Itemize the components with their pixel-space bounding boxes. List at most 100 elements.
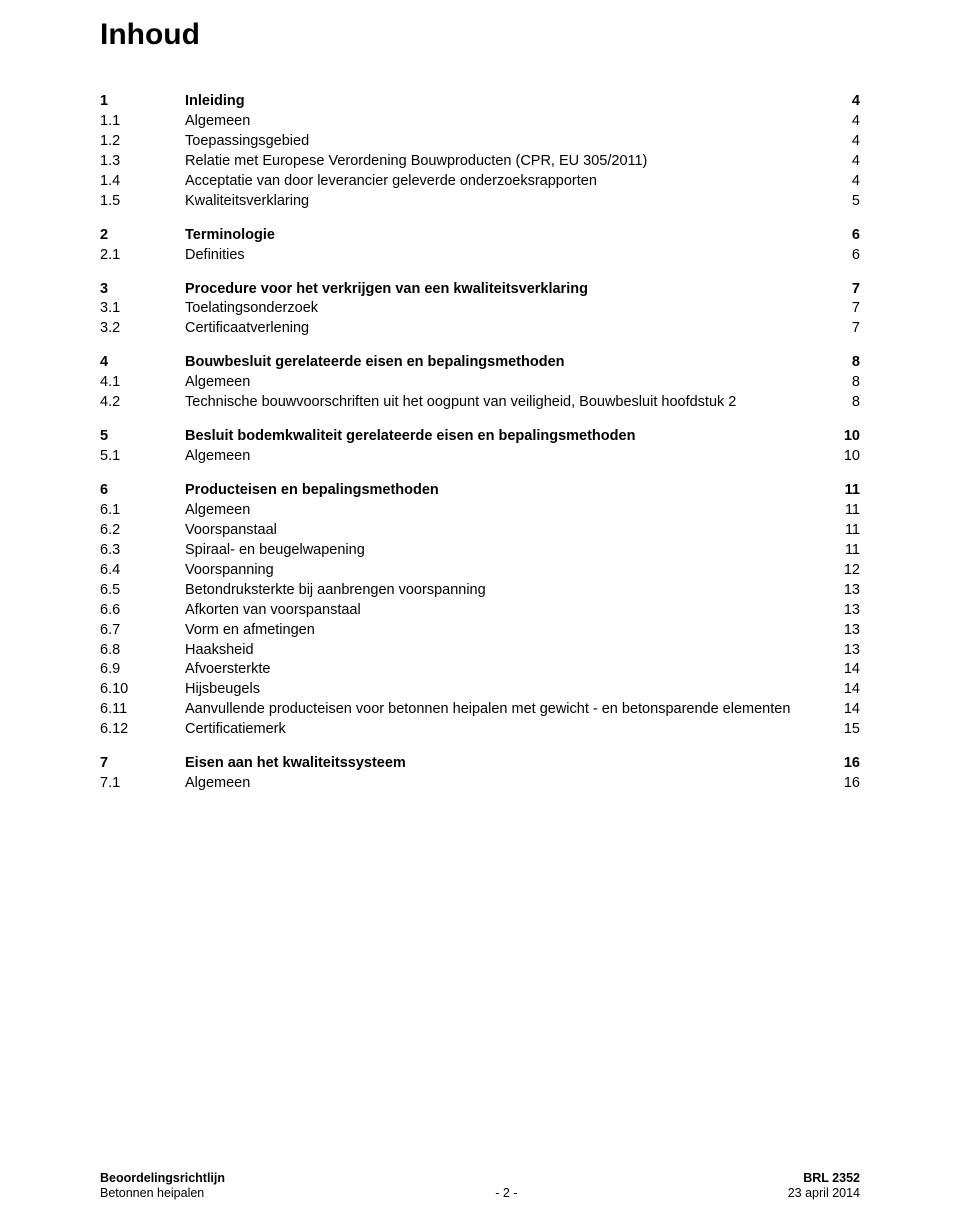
toc-page: 10 (826, 449, 860, 465)
footer-center: - 2 - (495, 1186, 517, 1200)
toc-page: 14 (826, 702, 860, 718)
toc-row: 1Inleiding4 (100, 92, 860, 112)
toc-page: 15 (826, 722, 860, 738)
toc-title: Definities (185, 248, 826, 264)
toc-page: 16 (826, 756, 860, 772)
toc-number: 6 (100, 483, 185, 499)
page-footer: Beoordelingsrichtlijn Betonnen heipalen … (100, 1171, 860, 1201)
toc-number: 6.5 (100, 583, 185, 599)
table-of-contents: 1Inleiding41.1Algemeen41.2Toepassingsgeb… (100, 92, 860, 794)
toc-title: Spiraal- en beugelwapening (185, 543, 826, 559)
toc-page: 16 (826, 776, 860, 792)
toc-page: 12 (826, 563, 860, 579)
footer-left-line1: Beoordelingsrichtlijn (100, 1171, 225, 1185)
toc-title: Algemeen (185, 449, 826, 465)
toc-title: Technische bouwvoorschriften uit het oog… (185, 395, 826, 411)
toc-page: 4 (826, 134, 860, 150)
toc-row: 1.3Relatie met Europese Verordening Bouw… (100, 152, 860, 172)
toc-row: 1.4Acceptatie van door leverancier gelev… (100, 172, 860, 192)
toc-page: 6 (826, 248, 860, 264)
toc-title: Algemeen (185, 503, 826, 519)
toc-title: Voorspanstaal (185, 523, 826, 539)
toc-page: 7 (826, 301, 860, 317)
toc-title: Betondruksterkte bij aanbrengen voorspan… (185, 583, 826, 599)
toc-number: 6.12 (100, 722, 185, 738)
toc-number: 3.2 (100, 321, 185, 337)
toc-title: Toepassingsgebied (185, 134, 826, 150)
toc-number: 4 (100, 355, 185, 371)
toc-number: 6.3 (100, 543, 185, 559)
toc-row: 6.10Hijsbeugels14 (100, 680, 860, 700)
toc-group: 5Besluit bodemkwaliteit gerelateerde eis… (100, 427, 860, 467)
toc-row: 6.9Afvoersterkte14 (100, 660, 860, 680)
toc-page: 5 (826, 194, 860, 210)
toc-number: 4.1 (100, 375, 185, 391)
toc-title: Acceptatie van door leverancier geleverd… (185, 174, 826, 190)
toc-title: Toelatingsonderzoek (185, 301, 826, 317)
toc-title: Producteisen en bepalingsmethoden (185, 483, 826, 499)
toc-row: 2.1Definities6 (100, 246, 860, 266)
toc-row: 6.8Haaksheid13 (100, 641, 860, 661)
toc-row: 6.11Aanvullende producteisen voor betonn… (100, 700, 860, 720)
toc-row: 6.5Betondruksterkte bij aanbrengen voors… (100, 581, 860, 601)
toc-number: 2 (100, 228, 185, 244)
toc-row: 4.2Technische bouwvoorschriften uit het … (100, 393, 860, 413)
toc-title: Certificatiemerk (185, 722, 826, 738)
toc-page: 13 (826, 623, 860, 639)
toc-page: 7 (826, 321, 860, 337)
toc-group: 1Inleiding41.1Algemeen41.2Toepassingsgeb… (100, 92, 860, 212)
toc-number: 6.6 (100, 603, 185, 619)
toc-number: 7 (100, 756, 185, 772)
toc-row: 3Procedure voor het verkrijgen van een k… (100, 280, 860, 300)
footer-right-line1: BRL 2352 (803, 1171, 860, 1185)
toc-title: Afvoersterkte (185, 662, 826, 678)
toc-title: Inleiding (185, 94, 826, 110)
toc-number: 6.1 (100, 503, 185, 519)
toc-title: Haaksheid (185, 643, 826, 659)
toc-title: Kwaliteitsverklaring (185, 194, 826, 210)
toc-number: 1.2 (100, 134, 185, 150)
toc-row: 3.2Certificaatverlening7 (100, 319, 860, 339)
toc-page: 14 (826, 682, 860, 698)
toc-row: 5.1Algemeen10 (100, 447, 860, 467)
toc-title: Algemeen (185, 375, 826, 391)
toc-row: 3.1Toelatingsonderzoek7 (100, 299, 860, 319)
toc-page: 11 (826, 503, 860, 519)
toc-page: 8 (826, 395, 860, 411)
toc-number: 1 (100, 94, 185, 110)
toc-row: 6.7Vorm en afmetingen13 (100, 621, 860, 641)
toc-row: 6.12Certificatiemerk15 (100, 720, 860, 740)
toc-row: 1.1Algemeen4 (100, 112, 860, 132)
toc-number: 1.1 (100, 114, 185, 130)
toc-row: 7Eisen aan het kwaliteitssysteem16 (100, 754, 860, 774)
toc-number: 2.1 (100, 248, 185, 264)
toc-page: 11 (826, 543, 860, 559)
toc-row: 5Besluit bodemkwaliteit gerelateerde eis… (100, 427, 860, 447)
toc-row: 6.2Voorspanstaal11 (100, 521, 860, 541)
toc-title: Certificaatverlening (185, 321, 826, 337)
footer-left-line2: Betonnen heipalen (100, 1186, 204, 1200)
toc-title: Algemeen (185, 776, 826, 792)
toc-number: 1.5 (100, 194, 185, 210)
toc-row: 4.1Algemeen8 (100, 373, 860, 393)
toc-row: 6.6Afkorten van voorspanstaal13 (100, 601, 860, 621)
toc-title: Relatie met Europese Verordening Bouwpro… (185, 154, 826, 170)
toc-row: 6.1Algemeen11 (100, 501, 860, 521)
toc-page: 13 (826, 583, 860, 599)
toc-number: 6.10 (100, 682, 185, 698)
toc-row: 1.2Toepassingsgebied4 (100, 132, 860, 152)
toc-number: 6.9 (100, 662, 185, 678)
toc-number: 1.4 (100, 174, 185, 190)
toc-number: 6.2 (100, 523, 185, 539)
toc-number: 4.2 (100, 395, 185, 411)
toc-title: Eisen aan het kwaliteitssysteem (185, 756, 826, 772)
toc-page: 10 (826, 429, 860, 445)
toc-title: Afkorten van voorspanstaal (185, 603, 826, 619)
toc-page: 4 (826, 174, 860, 190)
footer-right-line2: 23 april 2014 (788, 1186, 860, 1200)
toc-group: 7Eisen aan het kwaliteitssysteem167.1Alg… (100, 754, 860, 794)
toc-group: 2Terminologie62.1Definities6 (100, 226, 860, 266)
toc-title: Voorspanning (185, 563, 826, 579)
toc-title: Bouwbesluit gerelateerde eisen en bepali… (185, 355, 826, 371)
toc-page: 13 (826, 603, 860, 619)
